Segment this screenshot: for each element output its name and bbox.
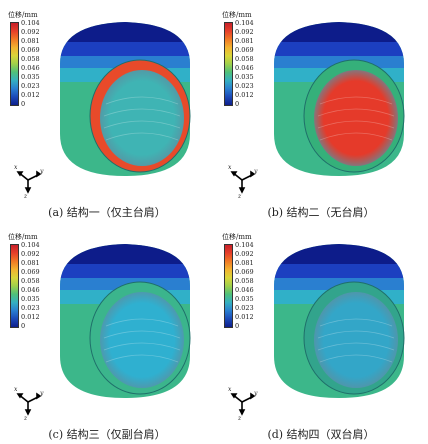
legend-tick: 0 — [235, 322, 240, 330]
legend-tick: 0.092 — [235, 250, 254, 258]
legend: 位移/mm 0.104 0.092 0.081 0.069 0.058 0.046 0.035… — [8, 232, 68, 342]
legend-tick: 0.035 — [235, 295, 254, 303]
legend-tick: 0.012 — [235, 91, 254, 99]
legend-tick: 0.046 — [235, 286, 254, 294]
legend-tick: 0.092 — [235, 28, 254, 36]
legend-tick: 0.081 — [21, 37, 40, 45]
legend-tick: 0.104 — [235, 241, 254, 249]
legend-tick: 0 — [235, 100, 240, 108]
axis-label-y: y — [254, 390, 258, 397]
legend-tick: 0.104 — [21, 19, 40, 27]
cylinder-render — [254, 226, 424, 406]
legend-tick: 0.092 — [21, 28, 40, 36]
panel-caption: (a) 结构一（仅主台肩） — [48, 206, 166, 219]
legend-title: 位移/mm — [8, 233, 38, 241]
axis-triad: x y z — [10, 160, 50, 200]
legend-title: 位移/mm — [222, 233, 252, 241]
legend: 位移/mm 0.104 0.092 0.081 0.069 0.058 0.046 0.035… — [222, 10, 282, 120]
legend: 位移/mm 0.104 0.092 0.081 0.069 0.058 0.046 0.035… — [222, 232, 282, 342]
axis-label-x: x — [228, 164, 232, 171]
legend-tick: 0.081 — [235, 259, 254, 267]
legend-tick: 0.104 — [235, 19, 254, 27]
legend-tick: 0.069 — [21, 268, 40, 276]
axis-label-y: y — [40, 168, 44, 175]
legend-tick: 0.058 — [21, 277, 40, 285]
legend-tick: 0.023 — [235, 82, 254, 90]
legend-tick: 0.058 — [21, 55, 40, 63]
panel-caption: (b) 结构二（无台肩） — [267, 206, 375, 219]
axis-label-x: x — [228, 386, 232, 393]
legend-tick: 0.035 — [21, 295, 40, 303]
panel-a: 位移/mm 0.104 0.092 0.081 0.069 0.058 0.046 0.035… — [0, 0, 214, 222]
cylinder-render — [254, 4, 424, 184]
axis-triad: x y z — [224, 160, 264, 200]
legend-tick: 0.069 — [235, 268, 254, 276]
legend-tick: 0.081 — [235, 37, 254, 45]
axis-label-z: z — [238, 193, 242, 200]
axis-triad: x y z — [10, 382, 50, 422]
legend-tick: 0.023 — [235, 304, 254, 312]
axis-label-z: z — [24, 193, 28, 200]
legend-tick: 0.012 — [21, 313, 40, 321]
panel-caption: (d) 结构四（双台肩） — [267, 428, 375, 441]
legend-tick: 0.012 — [21, 91, 40, 99]
legend-tick: 0.058 — [235, 277, 254, 285]
axis-label-z: z — [24, 415, 28, 422]
legend-tick: 0.023 — [21, 82, 40, 90]
legend-color-bar — [10, 244, 19, 328]
legend-tick: 0.069 — [235, 46, 254, 54]
legend-color-bar — [224, 22, 233, 106]
legend-tick: 0.023 — [21, 304, 40, 312]
legend-tick: 0 — [21, 322, 26, 330]
legend-tick: 0.046 — [21, 64, 40, 72]
legend-tick: 0.035 — [235, 73, 254, 81]
legend-tick: 0.081 — [21, 259, 40, 267]
axis-label-x: x — [14, 386, 18, 393]
legend-tick: 0.058 — [235, 55, 254, 63]
panel-d: 位移/mm 0.104 0.092 0.081 0.069 0.058 0.046 0.035… — [214, 222, 428, 444]
axis-label-x: x — [14, 164, 18, 171]
panel-c: 位移/mm 0.104 0.092 0.081 0.069 0.058 0.046 0.035… — [0, 222, 214, 444]
legend-tick: 0.012 — [235, 313, 254, 321]
axis-label-y: y — [40, 390, 44, 397]
cylinder-render — [40, 4, 210, 184]
legend-tick: 0.092 — [21, 250, 40, 258]
legend-tick: 0.069 — [21, 46, 40, 54]
axis-label-y: y — [254, 168, 258, 175]
legend-color-bar — [10, 22, 19, 106]
axis-triad: x y z — [224, 382, 264, 422]
legend-tick: 0 — [21, 100, 26, 108]
legend: 位移/mm 0.104 0.092 0.081 0.069 0.058 0.046 0.035… — [8, 10, 68, 120]
legend-tick: 0.046 — [235, 64, 254, 72]
panel-caption: (c) 结构三（仅副台肩） — [48, 428, 166, 441]
legend-title: 位移/mm — [8, 11, 38, 19]
legend-tick: 0.035 — [21, 73, 40, 81]
axis-label-z: z — [238, 415, 242, 422]
legend-title: 位移/mm — [222, 11, 252, 19]
panel-b: 位移/mm 0.104 0.092 0.081 0.069 0.058 0.046 0.035… — [214, 0, 428, 222]
legend-tick: 0.046 — [21, 286, 40, 294]
legend-color-bar — [224, 244, 233, 328]
cylinder-render — [40, 226, 210, 406]
legend-tick: 0.104 — [21, 241, 40, 249]
